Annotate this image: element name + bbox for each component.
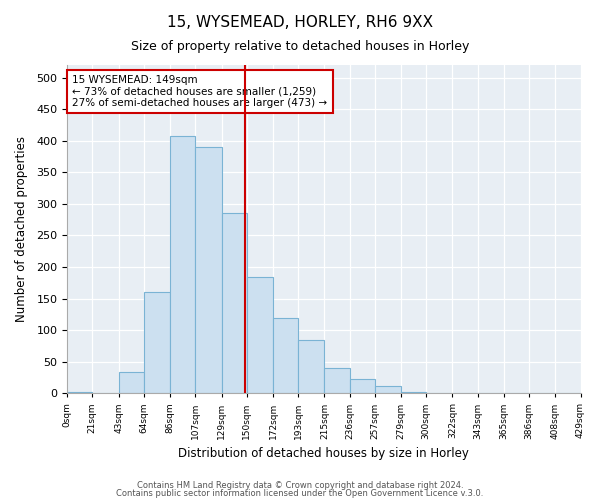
- Bar: [195, 147, 221, 394]
- Bar: [350, 380, 374, 394]
- Text: Contains HM Land Registry data © Crown copyright and database right 2024.: Contains HM Land Registry data © Crown c…: [137, 480, 463, 490]
- Bar: [144, 292, 170, 394]
- Bar: [67, 392, 92, 394]
- Bar: [325, 368, 350, 394]
- Text: Size of property relative to detached houses in Horley: Size of property relative to detached ho…: [131, 40, 469, 53]
- Bar: [247, 277, 273, 394]
- Bar: [374, 386, 401, 394]
- Text: Contains public sector information licensed under the Open Government Licence v.: Contains public sector information licen…: [116, 489, 484, 498]
- Text: 15, WYSEMEAD, HORLEY, RH6 9XX: 15, WYSEMEAD, HORLEY, RH6 9XX: [167, 15, 433, 30]
- Bar: [401, 392, 426, 394]
- Bar: [119, 372, 144, 394]
- Bar: [221, 214, 247, 394]
- Bar: [298, 340, 325, 394]
- X-axis label: Distribution of detached houses by size in Horley: Distribution of detached houses by size …: [178, 447, 469, 460]
- Y-axis label: Number of detached properties: Number of detached properties: [15, 136, 28, 322]
- Text: 15 WYSEMEAD: 149sqm
← 73% of detached houses are smaller (1,259)
27% of semi-det: 15 WYSEMEAD: 149sqm ← 73% of detached ho…: [73, 75, 328, 108]
- Bar: [273, 318, 298, 394]
- Bar: [170, 136, 195, 394]
